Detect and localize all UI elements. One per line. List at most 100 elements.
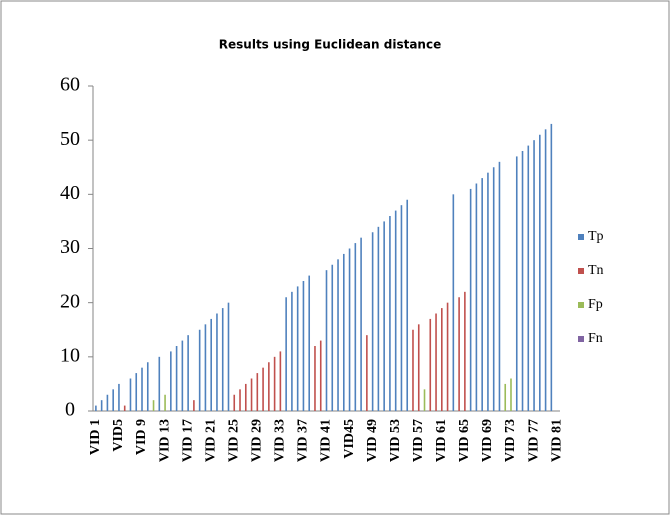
bar [118, 383, 120, 411]
bar [152, 400, 155, 411]
bar [521, 151, 524, 411]
bar [441, 308, 443, 411]
bar [331, 264, 334, 411]
bar [198, 329, 201, 411]
bar [187, 335, 189, 411]
bar [446, 302, 449, 411]
bar [325, 270, 328, 411]
bar [371, 232, 374, 411]
bar [158, 356, 161, 411]
legend-swatch [578, 336, 584, 342]
bar [204, 324, 207, 411]
bar [475, 183, 478, 411]
bar [146, 362, 149, 411]
x-tick-label: VID 81 [549, 419, 564, 462]
legend-label: Fn [588, 331, 603, 346]
bar [337, 259, 339, 411]
bar [348, 248, 351, 411]
x-tick-label: VID 53 [388, 419, 403, 462]
y-tick-label: 20 [60, 290, 80, 312]
bar [550, 123, 553, 412]
bar [377, 226, 380, 411]
y-tick-label: 60 [60, 74, 80, 96]
bar [504, 383, 507, 411]
bar [394, 210, 397, 411]
bar [452, 194, 455, 411]
bar [533, 140, 535, 411]
x-tick-label: VID45 [342, 419, 357, 459]
legend-swatch [578, 268, 584, 274]
bar [487, 172, 489, 411]
bar [95, 405, 97, 411]
x-tick-label: VID 61 [434, 419, 449, 462]
x-tick-label: VID 9 [134, 419, 149, 455]
x-tick-label: VID 17 [180, 419, 195, 462]
bar [417, 324, 420, 411]
bar [216, 313, 218, 411]
bar [435, 313, 437, 411]
bar [141, 367, 143, 411]
bar [412, 329, 414, 411]
x-tick-label: VID 49 [365, 419, 380, 462]
bar [342, 253, 345, 411]
bar [123, 405, 126, 411]
bar [481, 178, 483, 411]
y-tick-label: 0 [65, 399, 75, 421]
bar [464, 291, 466, 411]
bar [100, 400, 103, 411]
bar [181, 340, 184, 411]
bar [308, 275, 311, 411]
bar [406, 199, 409, 411]
bar [250, 378, 253, 411]
bar [285, 297, 287, 411]
bar [112, 389, 114, 411]
bar [262, 367, 264, 411]
x-tick-label: VID 65 [457, 419, 472, 462]
bar [527, 145, 530, 412]
bar [239, 389, 241, 411]
chart-title: Results using Euclidean distance [219, 38, 441, 52]
x-tick-label: VID 13 [157, 419, 172, 462]
bar [515, 156, 518, 411]
bar [383, 221, 385, 411]
bar [510, 378, 512, 411]
x-tick-label: VID 77 [526, 419, 541, 462]
x-tick-label: VID 41 [319, 419, 334, 462]
bar [498, 161, 501, 411]
legend-swatch [578, 234, 584, 240]
bar [360, 237, 362, 411]
x-tick-label: VID 21 [203, 419, 218, 462]
bar [314, 346, 316, 411]
x-tick-label: VID 73 [503, 419, 518, 462]
bar [164, 394, 166, 411]
bar [256, 373, 259, 411]
bar [423, 389, 426, 411]
legend-label: Fp [588, 297, 603, 312]
bar [233, 394, 236, 411]
x-tick-label: VID5 [111, 419, 126, 452]
bar [129, 378, 132, 411]
bar [389, 216, 391, 411]
y-tick-label: 40 [60, 182, 80, 204]
x-tick-label: VID 25 [226, 419, 241, 462]
x-tick-label: VID 29 [250, 419, 265, 462]
x-tick-label: VID 37 [296, 419, 311, 462]
bar [354, 243, 357, 411]
bar [319, 340, 322, 411]
bar [296, 286, 299, 411]
x-tick-label: VID 57 [411, 419, 426, 462]
y-tick-label: 10 [60, 344, 80, 366]
bar [106, 394, 109, 411]
bar [469, 188, 472, 411]
bar [273, 356, 276, 411]
bar [400, 205, 403, 411]
bar [291, 291, 293, 411]
bar [175, 346, 178, 411]
bar [544, 129, 547, 412]
bar [170, 351, 172, 411]
bar [429, 318, 432, 411]
bar [268, 362, 270, 411]
x-tick-label: VID 33 [273, 419, 288, 462]
